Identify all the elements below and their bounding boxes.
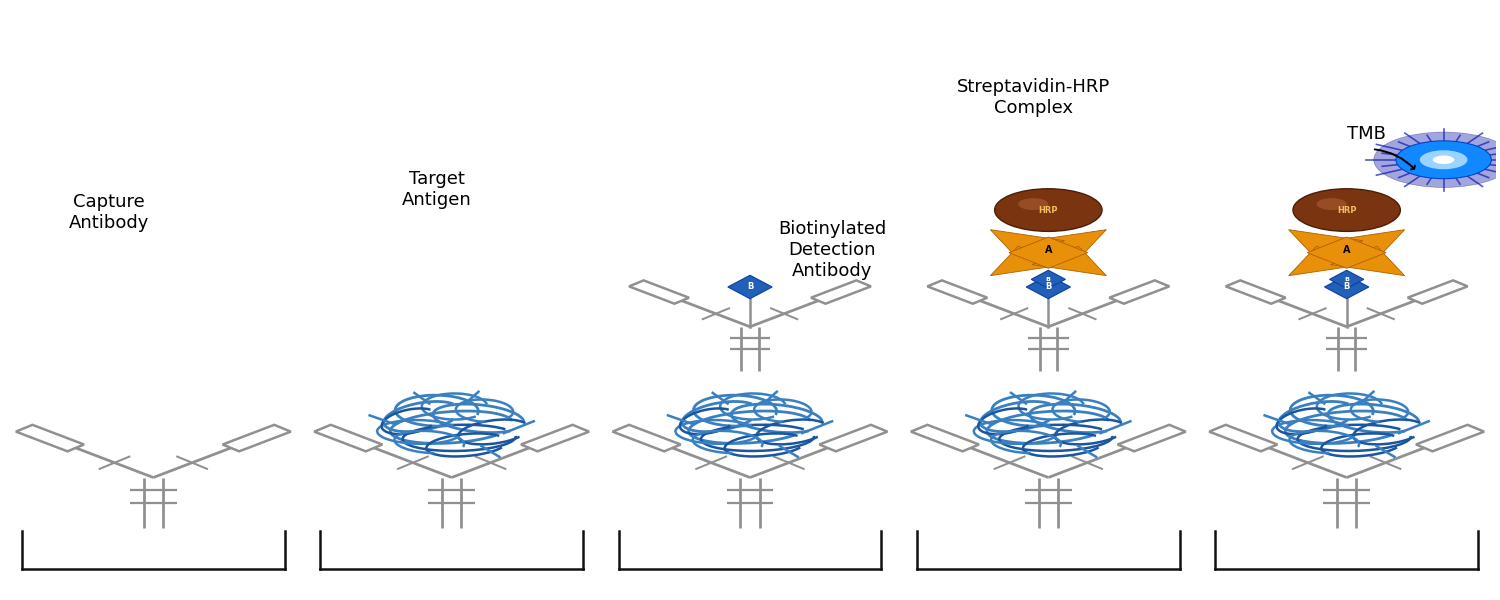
Polygon shape bbox=[1110, 280, 1170, 304]
Text: B: B bbox=[1046, 283, 1052, 292]
Circle shape bbox=[1396, 141, 1491, 179]
Polygon shape bbox=[1118, 425, 1186, 451]
Circle shape bbox=[994, 189, 1102, 232]
Polygon shape bbox=[819, 425, 888, 451]
Text: Streptavidin-HRP
Complex: Streptavidin-HRP Complex bbox=[957, 78, 1110, 117]
Polygon shape bbox=[1032, 246, 1107, 275]
Polygon shape bbox=[1010, 237, 1088, 268]
Polygon shape bbox=[520, 425, 590, 451]
Polygon shape bbox=[910, 425, 980, 451]
Circle shape bbox=[1317, 198, 1347, 210]
Text: B: B bbox=[1344, 277, 1348, 282]
Text: B: B bbox=[1046, 277, 1052, 282]
Polygon shape bbox=[1032, 230, 1107, 259]
Polygon shape bbox=[612, 425, 681, 451]
Circle shape bbox=[1420, 151, 1467, 169]
Circle shape bbox=[1293, 189, 1401, 232]
Polygon shape bbox=[1330, 246, 1404, 275]
Text: HRP: HRP bbox=[1038, 206, 1058, 215]
Polygon shape bbox=[1407, 280, 1467, 304]
Polygon shape bbox=[1030, 270, 1065, 289]
Polygon shape bbox=[314, 425, 382, 451]
Text: TMB: TMB bbox=[1347, 125, 1386, 143]
Polygon shape bbox=[1416, 425, 1484, 451]
Text: Target
Antigen: Target Antigen bbox=[402, 170, 471, 209]
Text: Capture
Antibody: Capture Antibody bbox=[69, 193, 148, 232]
Polygon shape bbox=[1324, 275, 1370, 299]
Text: A: A bbox=[1044, 245, 1052, 255]
Text: B: B bbox=[747, 283, 753, 292]
Polygon shape bbox=[1288, 230, 1364, 259]
Polygon shape bbox=[1226, 280, 1286, 304]
Polygon shape bbox=[927, 280, 987, 304]
Circle shape bbox=[1432, 155, 1455, 164]
Text: A: A bbox=[1342, 245, 1350, 255]
Polygon shape bbox=[1308, 237, 1386, 268]
Polygon shape bbox=[728, 275, 772, 299]
Polygon shape bbox=[16, 425, 84, 451]
Polygon shape bbox=[222, 425, 291, 451]
Polygon shape bbox=[1288, 246, 1364, 275]
Polygon shape bbox=[1329, 270, 1364, 289]
Text: HRP: HRP bbox=[1336, 206, 1356, 215]
Circle shape bbox=[1374, 132, 1500, 187]
Circle shape bbox=[1019, 198, 1048, 210]
Polygon shape bbox=[812, 280, 871, 304]
Polygon shape bbox=[628, 280, 688, 304]
Polygon shape bbox=[990, 230, 1065, 259]
Polygon shape bbox=[1330, 230, 1404, 259]
Polygon shape bbox=[1209, 425, 1278, 451]
Text: Biotinylated
Detection
Antibody: Biotinylated Detection Antibody bbox=[778, 220, 886, 280]
Polygon shape bbox=[1026, 275, 1071, 299]
Text: B: B bbox=[1344, 283, 1350, 292]
Polygon shape bbox=[990, 246, 1065, 275]
